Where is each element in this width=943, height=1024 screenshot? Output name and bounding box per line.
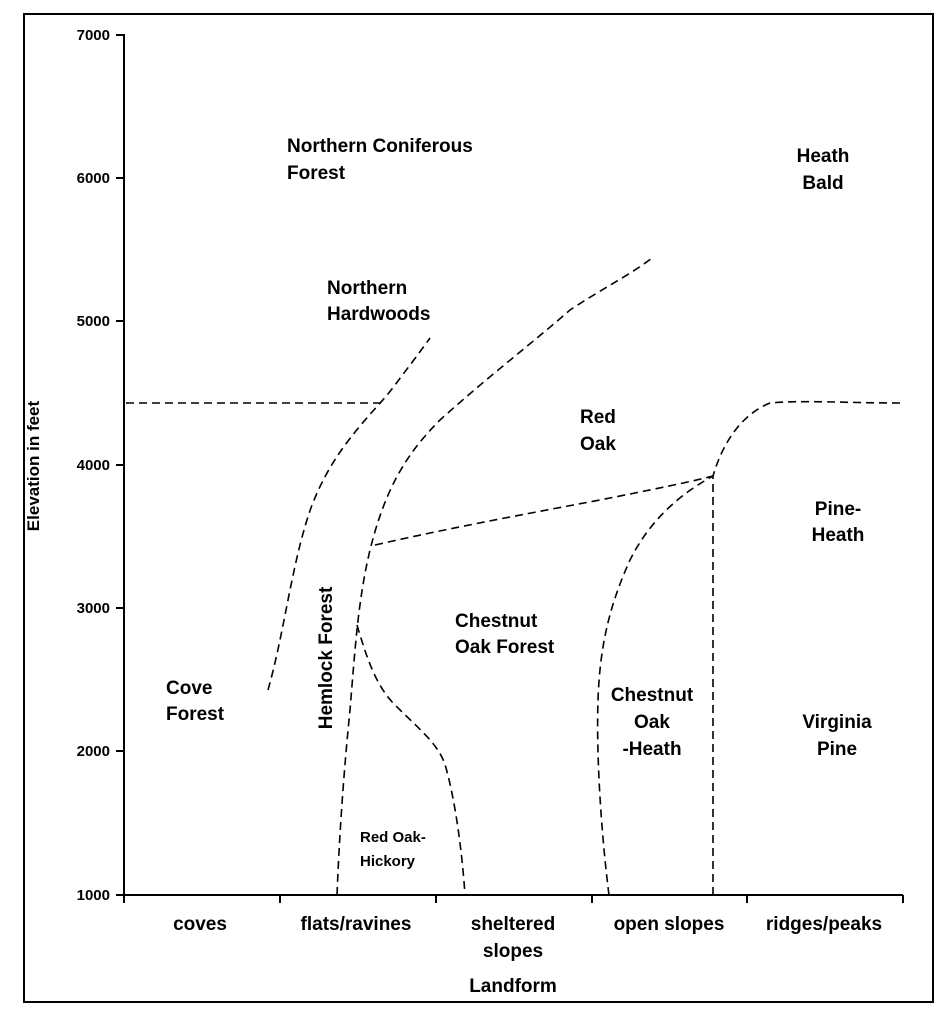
zone-label-pine-heath: Heath [812, 525, 865, 546]
boundary-cove-hemlock [267, 337, 431, 691]
boundary-chestnut-oak-heath [596, 475, 714, 896]
zone-label-hemlock-forest: Hemlock Forest [316, 586, 337, 729]
zone-label-cove-forest: Forest [166, 704, 225, 725]
boundary-chestnut-redoak [374, 475, 714, 546]
boundary-hemlock-northern [336, 257, 653, 896]
y-tick-label: 5000 [77, 313, 110, 330]
x-category-label: sheltered [471, 914, 555, 935]
zone-label-cove-forest: Cove [166, 678, 212, 699]
zone-label-red-oak: Oak [580, 434, 616, 455]
zone-label-northern-hardwoods: Hardwoods [327, 304, 430, 325]
zone-label-chestnut-oak-forest: Chestnut [455, 611, 538, 632]
zone-boundaries [126, 257, 901, 896]
zone-labels: Northern Coniferous Forest Heath Bald No… [166, 136, 872, 870]
zone-label-northern-coniferous-forest: Forest [287, 163, 346, 184]
zone-label-red-oak: Red [580, 407, 616, 428]
zone-label-red-oak-hickory: Red Oak- [360, 829, 426, 846]
y-tick-label: 3000 [77, 600, 110, 617]
y-tick-label: 7000 [77, 27, 110, 44]
zone-label-northern-coniferous-forest: Northern Coniferous [287, 136, 473, 157]
y-tick-label: 2000 [77, 743, 110, 760]
zone-label-heath-bald: Heath [797, 146, 850, 167]
zone-label-pine-heath: Pine- [815, 499, 861, 520]
x-category-label: flats/ravines [301, 914, 412, 935]
y-tick-labels: 7000 6000 5000 4000 3000 2000 1000 [77, 27, 110, 904]
zone-label-chestnut-oak-heath: -Heath [622, 739, 681, 760]
boundary-open-slopes-ridges [712, 400, 901, 895]
zone-label-chestnut-oak-heath: Chestnut [611, 685, 694, 706]
zone-label-virginia-pine: Virginia [802, 712, 872, 733]
y-axis-ticks [116, 34, 124, 896]
y-tick-label: 1000 [77, 887, 110, 904]
zone-label-virginia-pine: Pine [817, 739, 857, 760]
y-axis-title: Elevation in feet [24, 400, 43, 531]
x-axis-title: Landform [469, 976, 557, 997]
x-category-label: slopes [483, 941, 543, 962]
figure-frame [23, 13, 934, 1003]
zone-label-chestnut-oak-forest: Oak Forest [455, 637, 555, 658]
x-axis-ticks [123, 895, 904, 903]
zone-label-northern-hardwoods: Northern [327, 278, 407, 299]
y-tick-label: 4000 [77, 457, 110, 474]
x-category-label: ridges/peaks [766, 914, 882, 935]
x-category-labels: coves flats/ravines sheltered slopes ope… [173, 914, 882, 962]
zone-label-chestnut-oak-heath: Oak [634, 712, 670, 733]
zone-label-red-oak-hickory: Hickory [360, 853, 416, 870]
x-category-label: open slopes [614, 914, 725, 935]
boundary-redoak-hickory [356, 624, 466, 896]
x-category-label: coves [173, 914, 227, 935]
zone-label-heath-bald: Bald [802, 173, 843, 194]
y-tick-label: 6000 [77, 170, 110, 187]
